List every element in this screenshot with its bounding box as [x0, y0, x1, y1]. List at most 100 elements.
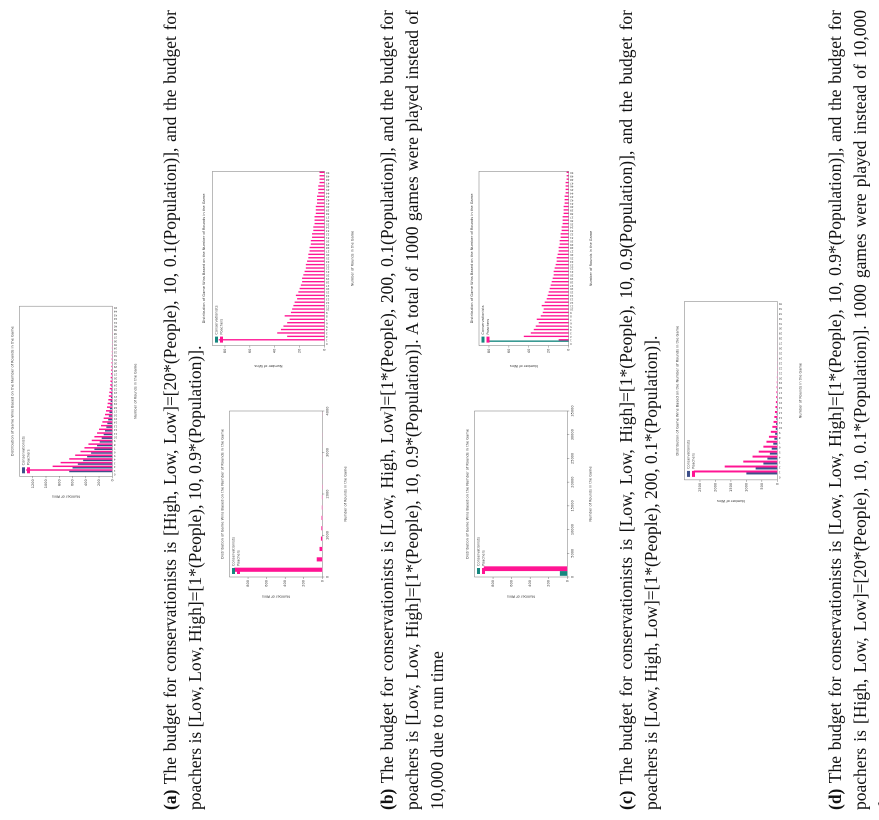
plot-frame	[19, 305, 113, 477]
x-tick-label: 6	[326, 321, 328, 325]
bar	[319, 178, 325, 180]
chart: Distribution of Game Wins Based on the N…	[675, 301, 803, 503]
bar	[317, 202, 325, 204]
x-tick-label: 48	[326, 178, 330, 182]
x-tick-label: 38	[113, 332, 117, 336]
bar	[774, 437, 778, 440]
x-axis-label: Number of Rounds in the Game	[134, 364, 138, 419]
x-tick-label: 22	[778, 366, 782, 370]
x-tick-label: 41	[570, 202, 574, 206]
x-tick-label: 3000	[325, 448, 329, 457]
bar	[776, 396, 778, 399]
bar	[775, 406, 778, 409]
x-tick-label: 3	[113, 461, 115, 465]
x-tick-label: 17	[113, 410, 117, 414]
x-tick-label: 35	[778, 302, 782, 306]
bar	[776, 391, 778, 394]
x-tick-label: 15	[570, 291, 574, 295]
y-tick-label: 60	[248, 349, 252, 353]
bar	[775, 427, 778, 430]
bar	[540, 315, 569, 317]
x-tick-label: 43	[326, 195, 330, 199]
histogram-bar	[483, 566, 568, 572]
bar	[103, 417, 113, 419]
x-tick-label: 45	[570, 188, 574, 192]
bar	[84, 447, 113, 449]
x-tick-label: 26	[326, 253, 330, 257]
caption: (b) The budget for conservationists is […	[375, 10, 450, 810]
histogram-bar	[319, 546, 323, 552]
x-tick-label: 41	[326, 202, 330, 206]
plot-frame	[684, 301, 778, 481]
bar	[110, 404, 113, 406]
bar	[108, 415, 113, 417]
x-tick-label: 23	[778, 361, 782, 365]
x-tick-label: 19	[778, 381, 782, 385]
bar	[283, 325, 325, 327]
y-axis-label: Number of Wins	[262, 595, 290, 599]
x-tick-label: 16	[113, 413, 117, 417]
x-tick-label: 9	[113, 439, 115, 443]
bar	[80, 450, 113, 453]
x-tick-label: 34	[326, 226, 330, 230]
legend-label: Poachers	[27, 449, 31, 465]
y-tick-label: 800	[491, 580, 495, 587]
bar	[108, 395, 113, 397]
x-tick-label: 34	[778, 307, 782, 311]
x-tick-label: 24	[326, 260, 330, 264]
bar	[309, 246, 325, 249]
legend-swatch	[27, 467, 30, 474]
bar	[549, 287, 569, 290]
y-tick-label: 200	[547, 580, 551, 587]
x-tick-label: 30	[326, 239, 330, 243]
x-tick-label: 23	[570, 263, 574, 267]
bar	[776, 422, 778, 425]
x-tick-label: 14	[570, 294, 574, 298]
x-tick-label: 37	[326, 215, 330, 219]
x-tick-label: 16	[326, 287, 330, 291]
x-tick-label: 31	[778, 322, 782, 326]
y-tick-label: 2500	[698, 483, 702, 492]
x-tick-label: 20	[326, 274, 330, 278]
bar	[776, 412, 778, 415]
legend-swatch	[22, 467, 25, 474]
bar	[60, 461, 113, 464]
x-tick-label: 35	[113, 343, 117, 347]
bar	[561, 229, 569, 232]
bar	[308, 257, 325, 259]
bar	[558, 250, 569, 252]
bar	[91, 439, 113, 442]
x-tick-label: 4	[570, 328, 572, 332]
x-tick-label: 19	[113, 402, 117, 406]
x-tick-label: 22	[326, 267, 330, 271]
x-tick-label: 26	[778, 347, 782, 351]
bar	[565, 192, 569, 194]
bar	[551, 281, 569, 283]
x-tick-label: 45	[326, 188, 330, 192]
bar	[771, 447, 778, 450]
x-tick-label: 27	[113, 373, 117, 377]
x-tick-label: 12	[326, 301, 330, 305]
chart-title: Distribution of Game Wins Based on the N…	[10, 325, 14, 456]
bar	[111, 358, 113, 360]
x-tick-label: 0	[325, 576, 329, 578]
x-tick-label: 29	[326, 243, 330, 247]
bar	[305, 267, 325, 269]
y-tick-label: 600	[71, 479, 75, 486]
chart-title: Distribution of Game Wins Based on the N…	[220, 428, 224, 559]
chart-title: Distribution of Game Wins Based on the N…	[675, 325, 679, 456]
bar	[109, 387, 113, 390]
x-tick-label: 30	[113, 361, 117, 365]
bar	[107, 422, 113, 425]
bar	[565, 188, 569, 191]
x-tick-label: 0	[570, 342, 572, 346]
bar	[91, 452, 113, 454]
x-tick-label: 24	[113, 384, 117, 388]
x-tick-label: 31	[113, 358, 117, 362]
bar	[318, 188, 325, 191]
legend-swatch	[481, 336, 485, 343]
bar	[315, 212, 325, 215]
bar	[313, 229, 325, 232]
x-tick-label: 29	[778, 332, 782, 336]
x-tick-label: 22	[113, 391, 117, 395]
